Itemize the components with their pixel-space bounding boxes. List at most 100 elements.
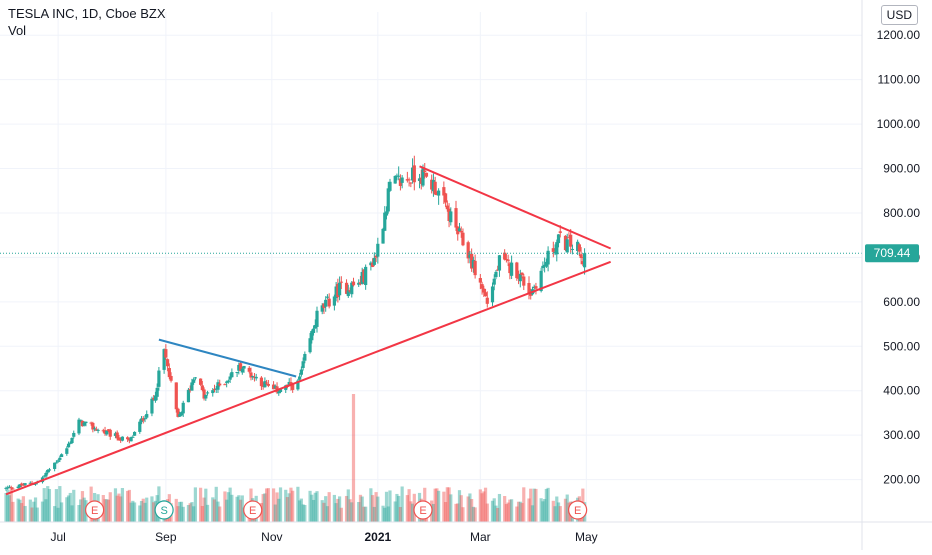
candle-body[interactable] (205, 392, 210, 394)
candle-body[interactable] (322, 303, 326, 308)
candle-body[interactable] (204, 394, 208, 399)
currency-button[interactable]: USD (880, 5, 918, 25)
candle-body[interactable] (372, 257, 376, 265)
candle-body[interactable] (351, 281, 356, 286)
candle-body[interactable] (79, 419, 83, 421)
candle-body[interactable] (362, 269, 366, 283)
candle-body[interactable] (106, 429, 111, 431)
candles[interactable] (4, 155, 587, 491)
candle-body[interactable] (178, 414, 182, 417)
candle-body[interactable] (529, 291, 533, 296)
candle-body[interactable] (582, 253, 587, 268)
candle-body[interactable] (132, 431, 137, 436)
candle-body[interactable] (576, 241, 580, 251)
candle-body[interactable] (303, 353, 307, 361)
candle-body[interactable] (230, 372, 234, 378)
candle-body[interactable] (471, 260, 475, 268)
symbol-title[interactable]: TESLA INC, 1D, Cboe BZX (8, 6, 166, 21)
candle-body[interactable] (84, 421, 88, 424)
candle-body[interactable] (70, 438, 74, 444)
candle-body[interactable] (569, 234, 573, 247)
candle-body[interactable] (376, 243, 380, 257)
candle-body[interactable] (164, 349, 168, 358)
candle-body[interactable] (360, 271, 364, 284)
candle-body[interactable] (200, 385, 204, 391)
candle-body[interactable] (44, 472, 48, 477)
candle-body[interactable] (165, 359, 170, 367)
candle-body[interactable] (214, 388, 218, 390)
candle-body[interactable] (313, 325, 317, 329)
candle-body[interactable] (374, 255, 378, 258)
candle-body[interactable] (339, 281, 343, 283)
candle-body[interactable] (494, 271, 498, 278)
candle-body[interactable] (20, 483, 24, 486)
candle-body[interactable] (117, 437, 121, 441)
candle-body[interactable] (510, 262, 514, 276)
candle-body[interactable] (497, 255, 502, 271)
candle-body[interactable] (447, 208, 451, 221)
candle-body[interactable] (541, 265, 545, 269)
candle-body[interactable] (235, 372, 239, 374)
candle-body[interactable] (457, 228, 462, 232)
candle-body[interactable] (478, 278, 482, 283)
candle-body[interactable] (371, 262, 375, 267)
trendlines[interactable] (0, 165, 862, 496)
candle-body[interactable] (567, 237, 571, 239)
candle-body[interactable] (546, 250, 550, 265)
candle-body[interactable] (199, 378, 203, 385)
trendline-red[interactable] (5, 260, 612, 496)
event-marker[interactable] (85, 500, 105, 520)
candle-body[interactable] (103, 430, 107, 434)
candle-body[interactable] (301, 361, 305, 368)
candle-body[interactable] (485, 297, 489, 304)
candle-body[interactable] (490, 286, 495, 303)
candle-body[interactable] (181, 402, 185, 414)
candle-body[interactable] (556, 234, 561, 244)
candle-body[interactable] (212, 389, 217, 391)
candle-body[interactable] (16, 486, 20, 488)
candle-body[interactable] (430, 179, 434, 190)
candle-body[interactable] (273, 385, 277, 389)
candle-body[interactable] (532, 286, 536, 289)
candle-body[interactable] (516, 277, 521, 279)
candle-body[interactable] (364, 266, 368, 286)
candle-body[interactable] (492, 278, 496, 285)
event-marker[interactable] (154, 500, 174, 520)
candle-body[interactable] (23, 483, 27, 485)
candle-body[interactable] (483, 292, 488, 297)
candle-body[interactable] (570, 248, 575, 250)
candle-body[interactable] (421, 167, 425, 186)
candle-body[interactable] (143, 418, 147, 420)
trendline-red[interactable] (419, 165, 612, 250)
candle-body[interactable] (127, 438, 131, 441)
candle-body[interactable] (388, 181, 392, 191)
candle-body[interactable] (228, 376, 232, 380)
candle-body[interactable] (188, 389, 192, 391)
candle-body[interactable] (155, 387, 159, 397)
candle-body[interactable] (442, 187, 446, 196)
candle-body[interactable] (506, 259, 510, 261)
candle-body[interactable] (327, 298, 331, 307)
candle-body[interactable] (65, 448, 69, 454)
candle-body[interactable] (508, 263, 512, 274)
candle-body[interactable] (456, 226, 460, 235)
candle-body[interactable] (412, 165, 416, 183)
candle-body[interactable] (271, 384, 276, 390)
candle-body[interactable] (551, 248, 555, 252)
event-marker[interactable] (243, 500, 263, 520)
candle-body[interactable] (449, 211, 453, 223)
candle-body[interactable] (89, 422, 93, 424)
trendline-blue[interactable] (158, 338, 297, 378)
candle-body[interactable] (461, 232, 465, 246)
candle-body[interactable] (237, 364, 241, 371)
candle-body[interactable] (431, 180, 436, 192)
candle-body[interactable] (265, 382, 269, 384)
candle-body[interactable] (211, 390, 215, 394)
candle-body[interactable] (91, 422, 95, 430)
candle-body[interactable] (226, 380, 230, 382)
candle-body[interactable] (167, 368, 171, 378)
candle-body[interactable] (115, 432, 119, 439)
candle-body[interactable] (153, 395, 158, 401)
